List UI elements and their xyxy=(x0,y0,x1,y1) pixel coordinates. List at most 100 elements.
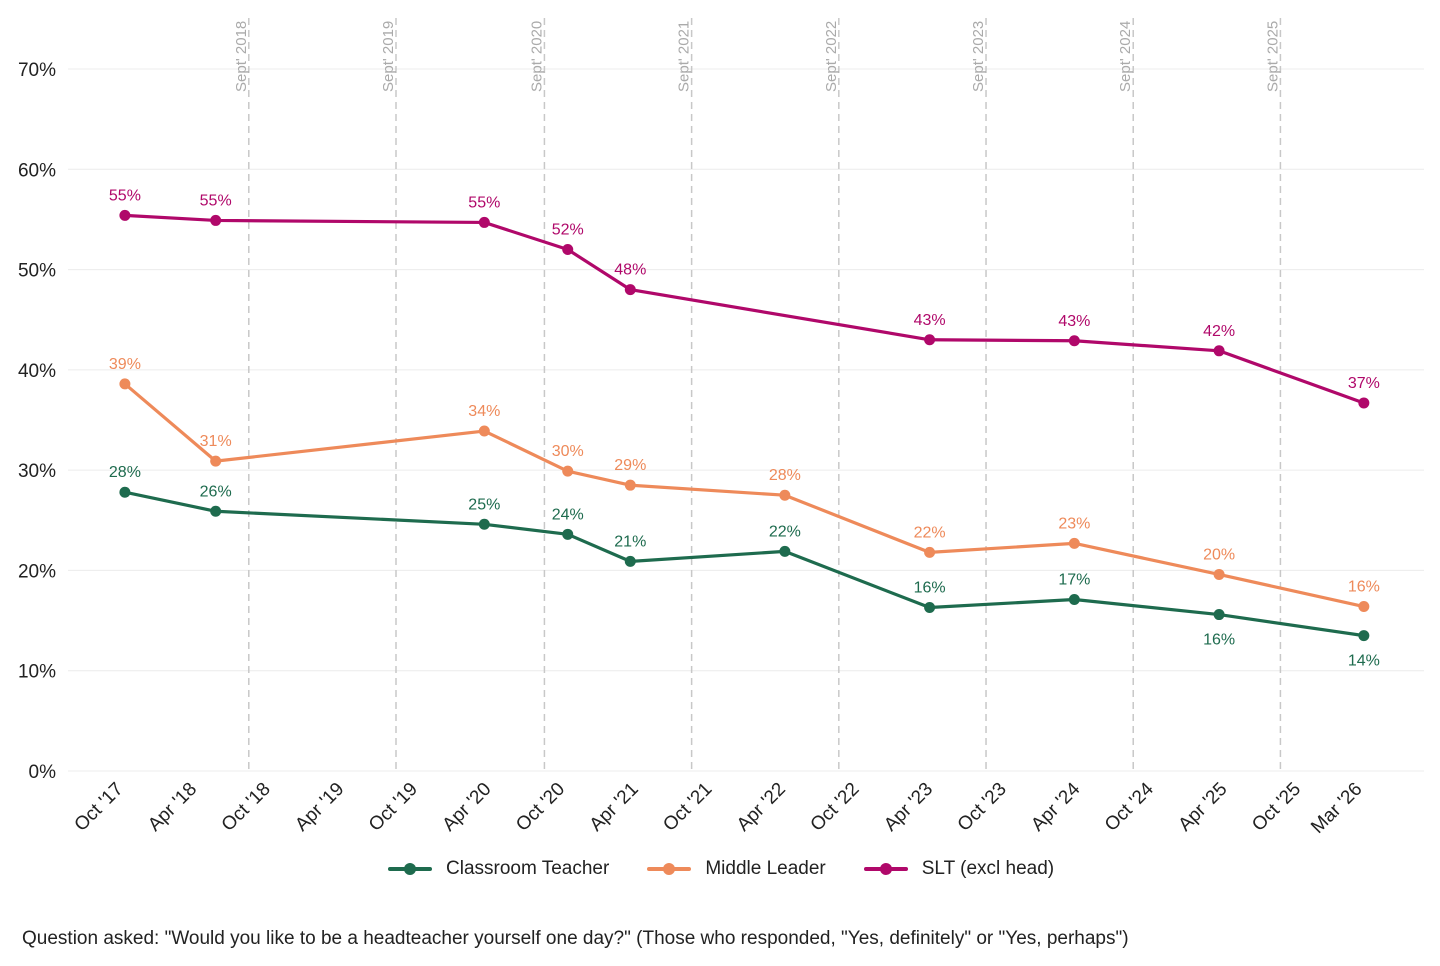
x-tick-label: Oct '17 xyxy=(71,779,128,836)
data-point xyxy=(119,378,131,390)
data-point xyxy=(478,216,490,228)
data-label: 23% xyxy=(1058,515,1090,532)
data-point xyxy=(624,284,636,296)
data-label: 39% xyxy=(109,356,141,373)
data-point xyxy=(478,518,490,530)
data-point xyxy=(1213,609,1225,621)
data-label: 43% xyxy=(1058,313,1090,330)
data-point xyxy=(210,214,222,226)
legend-swatch-icon xyxy=(388,863,432,875)
y-tick-label: 60% xyxy=(18,160,56,181)
data-point xyxy=(1068,594,1080,606)
data-label: 14% xyxy=(1348,653,1380,670)
data-label: 37% xyxy=(1348,375,1380,392)
legend-swatch-icon xyxy=(863,863,908,875)
x-tick-label: Apr '21 xyxy=(586,779,643,836)
data-point xyxy=(924,546,936,558)
data-label: 16% xyxy=(1348,579,1380,596)
legend: Classroom Teacher Middle Leader SLT (exc… xyxy=(388,858,1054,880)
data-label: 20% xyxy=(1203,546,1235,563)
x-axis: Oct '17 Apr '18 Oct '18 Apr '19 Oct '19 Apr '… xyxy=(71,778,1367,838)
data-label: 24% xyxy=(552,506,584,523)
series-line xyxy=(124,490,1365,638)
data-label: 16% xyxy=(914,580,946,597)
data-point xyxy=(1068,335,1080,347)
series-line xyxy=(124,213,1365,405)
data-point xyxy=(210,505,222,517)
line-chart: Sept' 2018 Sept' 2019 Sept' 2020 Sept' 2021… xyxy=(18,18,1424,838)
data-point xyxy=(119,486,131,498)
footnote: Question asked: "Would you like to be a … xyxy=(22,928,1129,949)
reference-line-label: Sept' 2024 xyxy=(1117,21,1134,92)
x-tick-label: Apr '19 xyxy=(291,779,348,836)
y-tick-label: 0% xyxy=(29,762,57,783)
data-label: 25% xyxy=(468,496,500,513)
x-tick-label: Oct '23 xyxy=(954,779,1011,836)
legend-item-middle-leader[interactable]: Middle Leader xyxy=(647,858,826,880)
x-tick-label: Apr '18 xyxy=(144,779,201,836)
series-middle-leader: 39% 31% 34% 30% 29% 28% 22% 23% 20% 16% xyxy=(109,356,1380,613)
series: 28% 26% 25% 24% 21% 22% 16% 17% 16% 14% 39% 31% 34% 3… xyxy=(109,187,1380,669)
data-point xyxy=(562,528,574,540)
reference-line-label: Sept' 2023 xyxy=(970,21,987,92)
data-label: 17% xyxy=(1058,572,1090,589)
x-tick-label: Oct '24 xyxy=(1101,778,1158,835)
legend-swatch-icon xyxy=(647,863,692,875)
x-tick-label: Oct '25 xyxy=(1248,779,1305,836)
reference-line-label: Sept' 2019 xyxy=(380,21,397,92)
reference-line-label: Sept' 2021 xyxy=(676,21,693,92)
legend-label: Classroom Teacher xyxy=(446,858,610,879)
legend-label: SLT (excl head) xyxy=(921,858,1055,879)
data-point xyxy=(924,334,936,346)
series-slt-excl-head: 55% 55% 55% 52% 48% 43% 43% 42% 37% xyxy=(109,187,1380,409)
legend-item-classroom-teacher[interactable]: Classroom Teacher xyxy=(388,858,609,880)
data-label: 26% xyxy=(200,483,232,500)
y-tick-label: 70% xyxy=(18,60,56,81)
data-label: 16% xyxy=(1203,632,1235,649)
data-label: 21% xyxy=(614,533,646,550)
x-tick-label: Apr '20 xyxy=(439,779,496,836)
data-point xyxy=(1213,345,1225,357)
data-point xyxy=(624,555,636,567)
data-point xyxy=(478,425,490,437)
data-label: 43% xyxy=(914,312,946,329)
x-tick-label: Mar '26 xyxy=(1307,779,1366,838)
y-axis: 0% 10% 20% 30% 40% 50% 60% 70% xyxy=(18,60,56,783)
x-tick-label: Oct '21 xyxy=(659,779,716,836)
data-label: 28% xyxy=(109,464,141,481)
data-point xyxy=(562,244,574,256)
y-tick-label: 50% xyxy=(18,261,56,282)
y-tick-label: 10% xyxy=(18,662,56,683)
data-point xyxy=(1358,397,1370,409)
data-label: 28% xyxy=(769,467,801,484)
data-label: 48% xyxy=(614,262,646,279)
x-tick-label: Apr '25 xyxy=(1175,779,1232,836)
x-tick-label: Oct '22 xyxy=(807,779,864,836)
data-label: 55% xyxy=(109,187,141,204)
data-label: 31% xyxy=(200,433,232,450)
legend-label: Middle Leader xyxy=(705,858,826,879)
series-line xyxy=(123,382,1365,609)
data-point xyxy=(624,479,636,491)
reference-line-label: Sept' 2018 xyxy=(233,21,250,92)
data-point xyxy=(1213,568,1225,580)
x-tick-label: Oct '20 xyxy=(512,779,569,836)
data-point xyxy=(562,465,574,477)
reference-line-label: Sept' 2020 xyxy=(528,21,545,92)
data-label: 34% xyxy=(468,403,500,420)
legend-item-slt[interactable]: SLT (excl head) xyxy=(863,858,1055,880)
reference-line-label: Sept' 2022 xyxy=(823,21,840,92)
data-label: 30% xyxy=(552,443,584,460)
data-point xyxy=(119,209,131,221)
reference-line-label: Sept' 2025 xyxy=(1264,21,1281,92)
x-tick-label: Apr '24 xyxy=(1027,778,1084,835)
data-label: 42% xyxy=(1203,323,1235,340)
y-tick-label: 20% xyxy=(18,561,56,582)
data-point xyxy=(1358,601,1370,613)
x-tick-label: Apr '22 xyxy=(733,779,790,836)
data-label: 52% xyxy=(552,222,584,239)
y-tick-label: 30% xyxy=(18,461,56,482)
data-label: 55% xyxy=(200,192,232,209)
data-label: 22% xyxy=(769,523,801,540)
reference-lines: Sept' 2018 Sept' 2019 Sept' 2020 Sept' 2021… xyxy=(233,18,1281,771)
